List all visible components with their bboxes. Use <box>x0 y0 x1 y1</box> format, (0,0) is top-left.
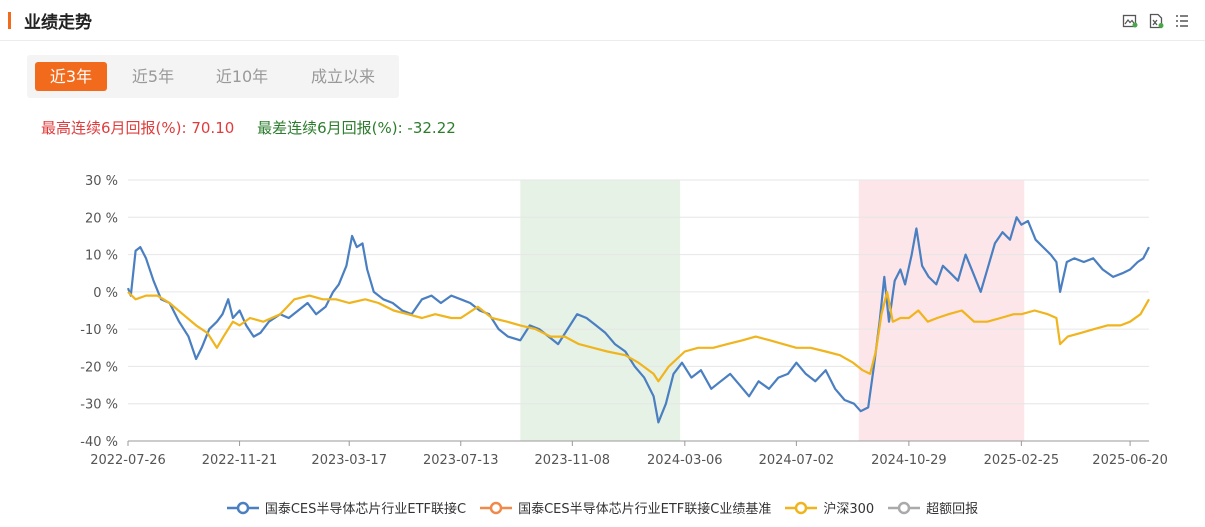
best-6m-value: 70.10 <box>191 119 235 137</box>
page-title: 业绩走势 <box>24 13 92 33</box>
worst-6m-return: 最差连续6月回报(%): -32.22 <box>257 119 456 137</box>
x-tick-label: 2023-07-13 <box>423 453 499 468</box>
legend-label: 沪深300 <box>823 502 875 517</box>
worst-6m-label: 最差连续6月回报(%): <box>257 119 403 137</box>
y-tick-label: 0 % <box>93 286 118 301</box>
image-export-icon[interactable] <box>1121 12 1139 30</box>
tab-3y[interactable]: 近3年 <box>35 62 107 91</box>
x-tick-label: 2024-07-02 <box>759 453 835 468</box>
tab-since-inception[interactable]: 成立以来 <box>310 67 375 86</box>
legend-marker <box>226 501 259 514</box>
legend-item[interactable]: 国泰CES半导体芯片行业ETF联接C <box>226 498 467 517</box>
series-line-1 <box>126 216 1150 424</box>
x-tick-label: 2022-07-26 <box>90 453 166 468</box>
x-tick-label: 2024-03-06 <box>647 453 723 468</box>
y-tick-label: -30 % <box>80 398 118 413</box>
best-6m-return: 最高连续6月回报(%): 70.10 <box>41 119 234 137</box>
best-6m-label: 最高连续6月回报(%): <box>41 119 187 137</box>
x-tick-label: 2022-11-21 <box>202 453 278 468</box>
legend-label: 国泰CES半导体芯片行业ETF联接C业绩基准 <box>518 502 772 517</box>
y-tick-label: 20 % <box>85 211 118 226</box>
shaded-region-2 <box>858 180 1025 441</box>
y-tick-label: 30 % <box>85 174 118 189</box>
legend-marker <box>480 501 513 514</box>
series-line-3 <box>127 290 1150 383</box>
y-tick-label: -10 % <box>80 323 118 338</box>
legend-marker <box>785 501 818 514</box>
list-icon[interactable] <box>1173 12 1191 30</box>
period-tabs: 近3年 近5年 近10年 成立以来 <box>27 55 399 98</box>
legend-item[interactable]: 国泰CES半导体芯片行业ETF联接C业绩基准 <box>480 498 771 517</box>
y-tick-label: -20 % <box>80 360 118 375</box>
x-tick-label: 2025-06-20 <box>1092 453 1168 468</box>
legend-label: 国泰CES半导体芯片行业ETF联接C <box>264 502 467 517</box>
title-accent-bar <box>8 12 11 29</box>
performance-chart: 30 % 20 % 10 % 0 % -10 % -20 % -30 % -40 % 2022-… <box>80 174 1168 468</box>
x-tick-label: 2023-11-08 <box>535 453 611 468</box>
excel-export-icon[interactable] <box>1147 12 1165 30</box>
header: 业绩走势 <box>0 0 1205 41</box>
legend-item[interactable]: 沪深300 <box>785 498 874 517</box>
tab-5y[interactable]: 近5年 <box>131 67 175 86</box>
x-tick-label: 2023-03-17 <box>311 453 387 468</box>
chart-legend: 国泰CES半导体芯片行业ETF联接C 国泰CES半导体芯片行业ETF联接C业绩基准… <box>0 498 1205 517</box>
legend-label: 超额回报 <box>926 502 979 517</box>
toolbar <box>1121 12 1191 30</box>
legend-item[interactable]: 超额回报 <box>888 498 978 517</box>
legend-marker <box>888 501 921 514</box>
y-tick-label: -40 % <box>80 435 118 450</box>
y-tick-label: 10 % <box>85 249 118 264</box>
x-tick-label: 2024-10-29 <box>871 453 947 468</box>
return-stats: 最高连续6月回报(%): 70.10 最差连续6月回报(%): -32.22 <box>41 117 456 138</box>
x-tick-label: 2025-02-25 <box>984 453 1060 468</box>
shaded-region-1 <box>520 180 681 441</box>
tab-10y[interactable]: 近10年 <box>215 67 269 86</box>
worst-6m-value: -32.22 <box>407 119 456 137</box>
